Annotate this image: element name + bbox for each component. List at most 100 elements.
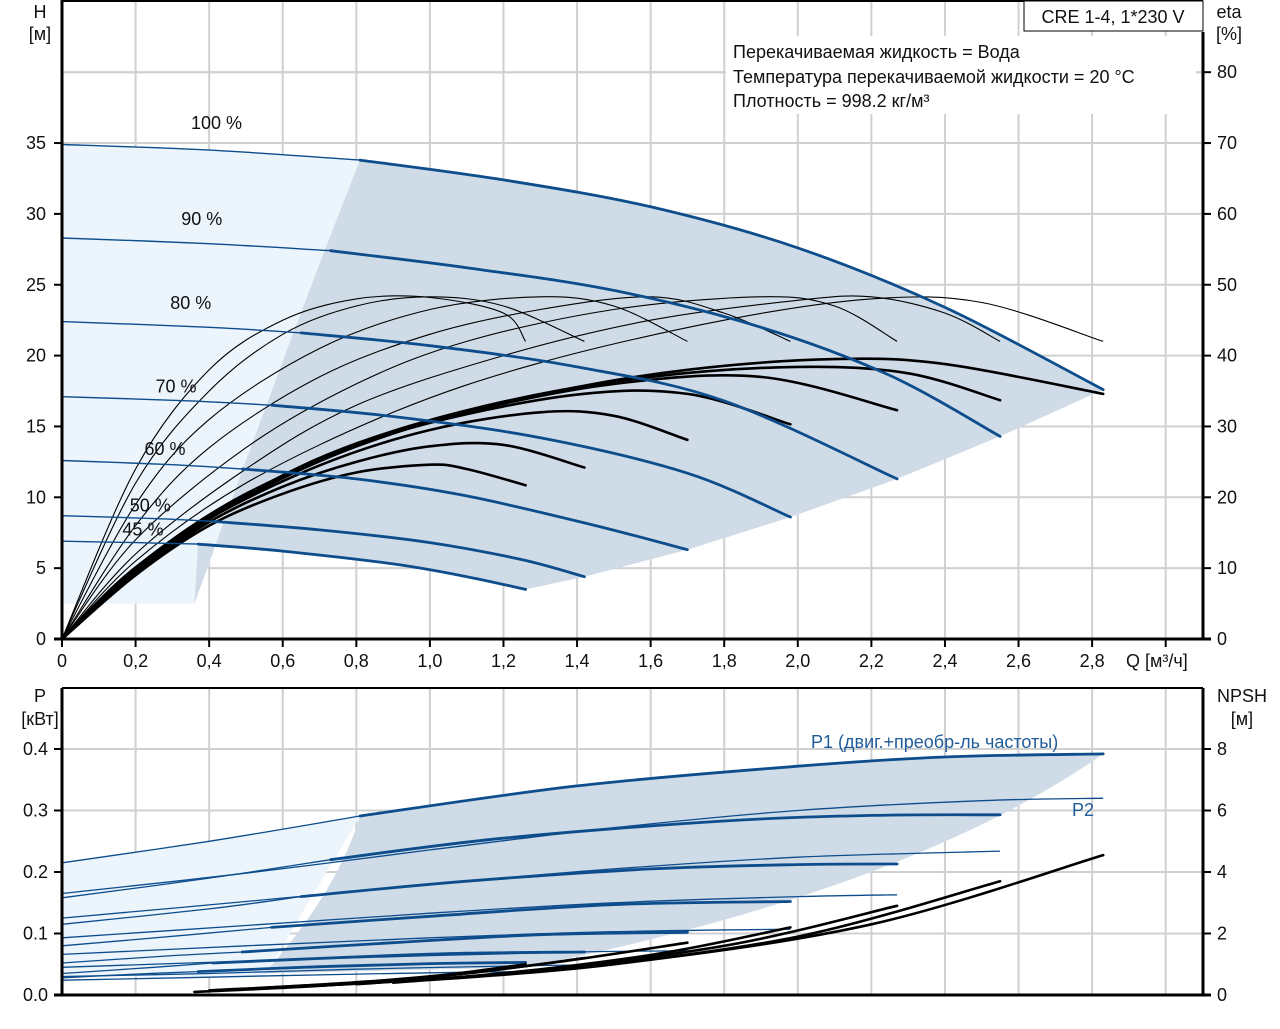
- power-npsh-chart: 0.0 0.1 0.2 0.3 0.4 0 2 4 6 8 P [кВт] NPSH [м] P1…: [21, 686, 1267, 1005]
- npsh-curves: [193, 853, 1105, 994]
- speed-label: 90 %: [181, 209, 222, 229]
- info-line-fluid: Перекачиваемая жидкость = Вода: [733, 42, 1021, 62]
- p-tick-label: 0.4: [23, 739, 48, 759]
- p1-curve: [240, 930, 689, 954]
- x-tick-label: 1,6: [638, 651, 663, 671]
- x-tick-label: 0,8: [344, 651, 369, 671]
- p1-curve: [196, 961, 527, 973]
- head-curve-extended: [61, 237, 331, 252]
- p-tick-label: 0.1: [23, 924, 48, 944]
- x-tick-label: 0: [57, 651, 67, 671]
- y-right-tick-label: 80: [1217, 62, 1237, 82]
- p-axis-title-line1: P: [34, 686, 46, 706]
- p1-curve: [329, 813, 1002, 862]
- speed-label: 80 %: [170, 293, 211, 313]
- y-right-tick-label: 60: [1217, 204, 1237, 224]
- p1-curve-extended: [61, 970, 199, 979]
- x-tick-label: 1,2: [491, 651, 516, 671]
- head-curve-extended: [61, 459, 243, 470]
- head-curve: [211, 520, 586, 579]
- npsh-tick-label: 2: [1217, 924, 1227, 944]
- speed-label: 60 %: [144, 439, 185, 459]
- bottom-tick-labels: 0.0 0.1 0.2 0.3 0.4 0 2 4 6 8: [23, 739, 1227, 1005]
- p1-curve-extended: [61, 895, 302, 925]
- y-left-tick-label: 30: [26, 204, 46, 224]
- p1-curve-extended: [61, 815, 361, 864]
- y-left-tick-label: 10: [26, 487, 46, 507]
- y-right-tick-label: 70: [1217, 133, 1237, 153]
- efficiency-curve: [61, 296, 1104, 640]
- bottom-axes: [54, 687, 1211, 997]
- p1-label: P1 (двиг.+преобр-ль частоты): [811, 732, 1058, 752]
- head-curve-extended: [61, 143, 361, 161]
- speed-label: 100 %: [191, 113, 242, 133]
- extended-operating-area: [51, 144, 372, 604]
- npsh-tick-label: 8: [1217, 739, 1227, 759]
- p1-curve-extended: [61, 951, 243, 964]
- y-right-tick-label: 0: [1217, 629, 1227, 649]
- y-left-tick-label: 35: [26, 133, 46, 153]
- head-efficiency-chart: 0 0,2 0,4 0,6 0,8 1,0 1,2 1,4 1,6 1,8 2,0 2,2 2,4 2,6…: [26, 0, 1242, 671]
- y-right-tick-label: 50: [1217, 275, 1237, 295]
- top-operating-areas: [51, 144, 1104, 604]
- p2-curve: [61, 894, 898, 939]
- p1-curve-extended: [61, 859, 331, 899]
- y-right-tick-label: 40: [1217, 346, 1237, 366]
- npsh-axis-title-line1: NPSH: [1217, 686, 1267, 706]
- x-tick-label: 0,6: [270, 651, 295, 671]
- y-left-tick-label: 0: [36, 629, 46, 649]
- x-tick-label: 1,8: [712, 651, 737, 671]
- efficiency-curve: [61, 296, 585, 640]
- speed-label: 50 %: [130, 495, 171, 515]
- npsh-tick-label: 6: [1217, 801, 1227, 821]
- p1-curve: [270, 900, 792, 929]
- x-axis-title: Q [м³/ч]: [1126, 651, 1188, 671]
- p1-curve-extended: [61, 926, 272, 947]
- y-right-title-line2: [%]: [1216, 24, 1242, 44]
- bottom-extended-area: [62, 814, 372, 977]
- p1-curve-extended: [61, 962, 213, 975]
- y-right-tick-label: 20: [1217, 487, 1237, 507]
- head-curve: [196, 542, 527, 591]
- efficiency-curve: [61, 295, 1001, 640]
- y-left-tick-label: 5: [36, 558, 46, 578]
- p1-curve: [358, 752, 1105, 818]
- head-curve-extended: [61, 515, 213, 523]
- p2-curve: [61, 928, 791, 956]
- y-left-title-line1: H: [34, 2, 47, 22]
- y-right-title-line1: eta: [1216, 2, 1242, 22]
- efficiency-curve: [61, 296, 898, 640]
- p-axis-title-line2: [кВт]: [21, 709, 59, 729]
- x-tick-label: 2,8: [1080, 651, 1105, 671]
- p2-label: P2: [1072, 800, 1094, 820]
- head-curve-extended: [61, 540, 199, 545]
- efficiency-operating-curve: [60, 357, 1105, 641]
- x-tick-label: 2,0: [785, 651, 810, 671]
- p-tick-label: 0.2: [23, 862, 48, 882]
- model-title: CRE 1-4, 1*230 V: [1041, 7, 1184, 27]
- top-tick-labels: 0 0,2 0,4 0,6 0,8 1,0 1,2 1,4 1,6 1,8 2,0 2,2 2,4 2,6…: [26, 62, 1237, 671]
- head-curves: [61, 143, 1105, 591]
- head-curve: [299, 331, 899, 481]
- speed-label: 70 %: [156, 376, 197, 396]
- npsh-tick-label: 0: [1217, 985, 1227, 1005]
- p-tick-label: 0.3: [23, 801, 48, 821]
- info-line-temperature: Температура перекачиваемой жидкости = 20…: [733, 67, 1135, 87]
- x-tick-label: 2,6: [1006, 651, 1031, 671]
- x-tick-label: 0,2: [123, 651, 148, 671]
- y-left-tick-label: 20: [26, 346, 46, 366]
- y-right-tick-label: 10: [1217, 558, 1237, 578]
- efficiency-curve: [61, 295, 527, 640]
- head-curve-extended: [61, 320, 302, 334]
- x-tick-label: 0,4: [197, 651, 222, 671]
- speed-label: 45 %: [122, 520, 163, 540]
- npsh-curve: [391, 853, 1105, 984]
- p1-curves: [61, 752, 1105, 979]
- head-curve-extended: [61, 396, 272, 406]
- npsh-tick-label: 4: [1217, 862, 1227, 882]
- info-box: [726, 36, 1196, 114]
- y-left-title-line2: [м]: [29, 24, 51, 44]
- p-tick-label: 0.0: [23, 985, 48, 1005]
